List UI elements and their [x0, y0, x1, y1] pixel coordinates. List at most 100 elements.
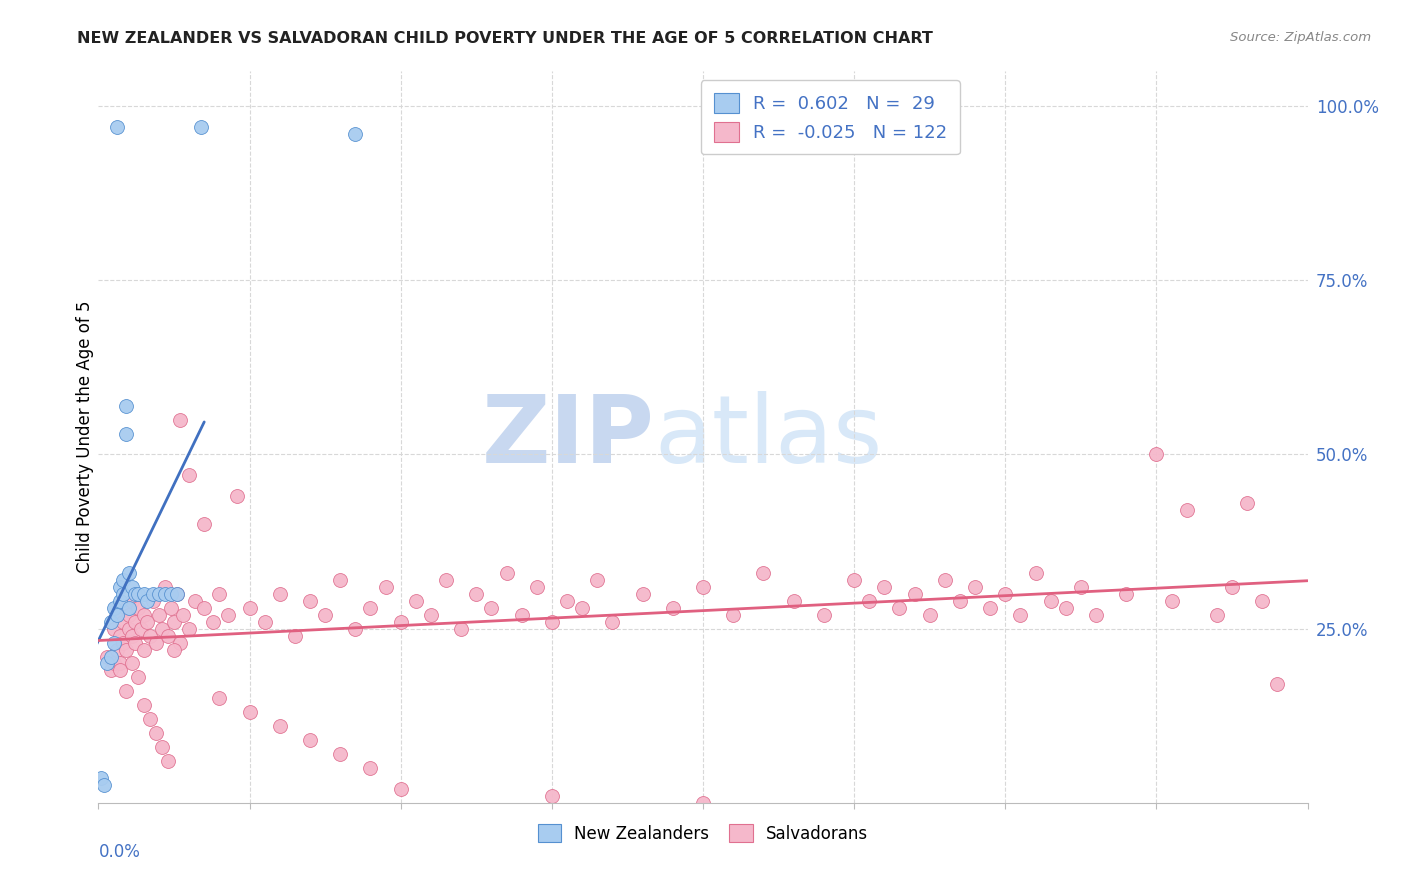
Point: [1085, 607, 1108, 622]
Point: [202, 615, 225, 629]
Point: [540, 789, 562, 803]
Point: [153, 580, 176, 594]
Point: [1206, 607, 1229, 622]
Point: [510, 607, 533, 622]
Point: [114, 642, 136, 657]
Point: [239, 600, 262, 615]
Point: [118, 622, 141, 636]
Point: [190, 120, 212, 134]
Point: [127, 670, 149, 684]
Point: [139, 629, 162, 643]
Point: [114, 684, 136, 698]
Point: [153, 587, 176, 601]
Point: [132, 607, 155, 622]
Point: [813, 607, 835, 622]
Point: [160, 600, 183, 615]
Point: [217, 607, 239, 622]
Point: [135, 615, 157, 629]
Point: [114, 426, 136, 441]
Point: [160, 587, 183, 601]
Point: [103, 657, 125, 671]
Point: [329, 573, 352, 587]
Point: [1160, 594, 1182, 608]
Point: [844, 573, 866, 587]
Point: [1220, 580, 1243, 594]
Point: [114, 600, 136, 615]
Point: [145, 726, 167, 740]
Point: [184, 594, 207, 608]
Point: [100, 649, 122, 664]
Point: [169, 635, 191, 649]
Text: Source: ZipAtlas.com: Source: ZipAtlas.com: [1230, 31, 1371, 45]
Point: [166, 587, 188, 601]
Point: [121, 580, 143, 594]
Point: [904, 587, 927, 601]
Point: [1070, 580, 1092, 594]
Point: [96, 657, 118, 671]
Point: [586, 573, 609, 587]
Point: [239, 705, 262, 719]
Point: [142, 594, 165, 608]
Point: [783, 594, 806, 608]
Point: [127, 600, 149, 615]
Point: [284, 629, 307, 643]
Point: [329, 747, 352, 761]
Text: 0.0%: 0.0%: [98, 843, 141, 861]
Legend: New Zealanders, Salvadorans: New Zealanders, Salvadorans: [531, 817, 875, 849]
Point: [108, 580, 131, 594]
Point: [661, 600, 683, 615]
Point: [163, 642, 186, 657]
Point: [495, 566, 517, 580]
Point: [1251, 594, 1274, 608]
Point: [226, 489, 249, 503]
Point: [108, 664, 131, 678]
Point: [434, 573, 457, 587]
Point: [105, 607, 128, 622]
Point: [129, 622, 152, 636]
Point: [121, 594, 143, 608]
Point: [965, 580, 987, 594]
Point: [571, 600, 593, 615]
Point: [1175, 503, 1198, 517]
Point: [105, 120, 128, 134]
Point: [118, 607, 141, 622]
Point: [108, 657, 131, 671]
Point: [1267, 677, 1289, 691]
Point: [156, 754, 179, 768]
Point: [269, 719, 291, 733]
Point: [105, 642, 128, 657]
Point: [156, 629, 179, 643]
Point: [193, 600, 215, 615]
Point: [148, 587, 170, 601]
Y-axis label: Child Poverty Under the Age of 5: Child Poverty Under the Age of 5: [76, 301, 94, 574]
Text: atlas: atlas: [655, 391, 883, 483]
Point: [132, 587, 155, 601]
Point: [166, 587, 188, 601]
Point: [100, 615, 122, 629]
Point: [111, 573, 134, 587]
Point: [374, 580, 396, 594]
Point: [631, 587, 654, 601]
Point: [150, 622, 173, 636]
Point: [172, 607, 194, 622]
Point: [1024, 566, 1046, 580]
Point: [752, 566, 775, 580]
Point: [90, 772, 112, 786]
Point: [114, 399, 136, 413]
Point: [1236, 496, 1258, 510]
Point: [105, 607, 128, 622]
Point: [111, 615, 134, 629]
Point: [555, 594, 578, 608]
Point: [103, 622, 125, 636]
Point: [314, 607, 336, 622]
Point: [124, 635, 146, 649]
Point: [344, 622, 367, 636]
Point: [253, 615, 276, 629]
Point: [889, 600, 911, 615]
Point: [269, 587, 291, 601]
Point: [111, 635, 134, 649]
Point: [1115, 587, 1137, 601]
Point: [135, 594, 157, 608]
Point: [420, 607, 443, 622]
Point: [127, 587, 149, 601]
